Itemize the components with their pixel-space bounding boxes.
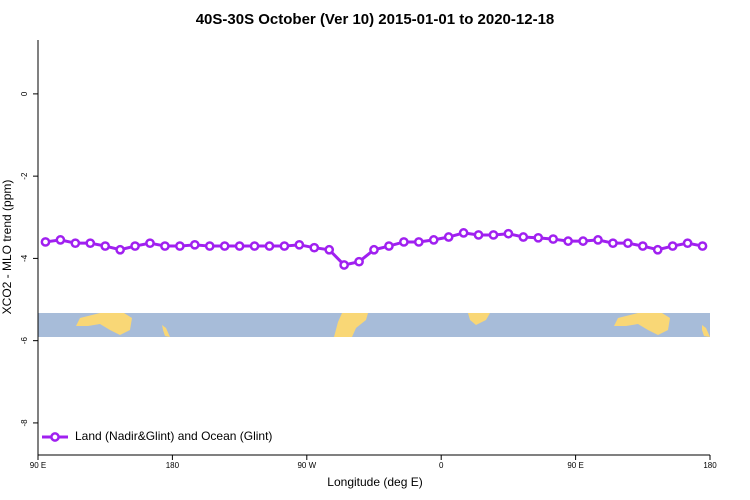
point <box>339 260 349 270</box>
point <box>294 239 305 250</box>
point <box>458 228 469 238</box>
x-tick-label: 90 W <box>297 461 316 470</box>
point <box>189 239 200 250</box>
point <box>399 237 409 247</box>
y-axis-label: XCO2 - MLO trend (ppm) <box>0 180 14 315</box>
point <box>533 232 544 243</box>
point <box>384 241 394 251</box>
y-tick-label: 0 <box>20 91 29 96</box>
x-tick-label: 90 E <box>567 461 583 470</box>
point <box>354 256 364 267</box>
point <box>608 238 618 249</box>
x-tick-label: 0 <box>439 461 444 470</box>
point <box>204 241 215 251</box>
point <box>160 241 170 251</box>
point <box>264 241 275 251</box>
point <box>488 230 499 240</box>
point <box>175 241 185 251</box>
point <box>85 238 96 249</box>
point <box>697 241 708 251</box>
point <box>443 232 454 242</box>
point <box>145 238 155 249</box>
point <box>70 238 81 249</box>
point <box>518 232 529 242</box>
point <box>115 244 125 255</box>
point <box>563 236 573 246</box>
point <box>578 236 588 246</box>
x-tick-label: 180 <box>166 461 180 470</box>
point <box>682 238 693 249</box>
x-tick-label: 180 <box>703 461 717 470</box>
point <box>324 244 335 255</box>
x-tick-label: 90 E <box>30 461 46 470</box>
point <box>652 244 663 255</box>
chart-title: 40S-30S October (Ver 10) 2015-01-01 to 2… <box>196 11 555 28</box>
legend-label: Land (Nadir&Glint) and Ocean (Glint) <box>75 429 272 443</box>
y-tick-label: -2 <box>20 172 29 180</box>
x-axis-label: Longitude (deg E) <box>327 475 422 489</box>
point <box>667 241 678 251</box>
point <box>309 242 320 253</box>
point <box>219 241 230 251</box>
point <box>503 228 514 239</box>
point <box>234 241 245 251</box>
point <box>55 235 66 245</box>
point <box>249 241 260 251</box>
point <box>130 241 140 251</box>
y-tick-label: -4 <box>20 254 29 262</box>
point <box>40 237 51 247</box>
y-tick-label: -6 <box>20 337 29 345</box>
point <box>279 241 290 251</box>
legend-marker <box>50 432 60 442</box>
point <box>413 237 424 247</box>
point <box>473 230 484 240</box>
point <box>623 238 633 249</box>
map-strip <box>38 313 710 337</box>
point <box>548 234 559 244</box>
point <box>593 235 603 245</box>
y-tick-label: -8 <box>20 419 29 427</box>
point <box>100 241 111 251</box>
point <box>369 244 379 255</box>
point <box>637 241 648 251</box>
point <box>428 235 439 245</box>
